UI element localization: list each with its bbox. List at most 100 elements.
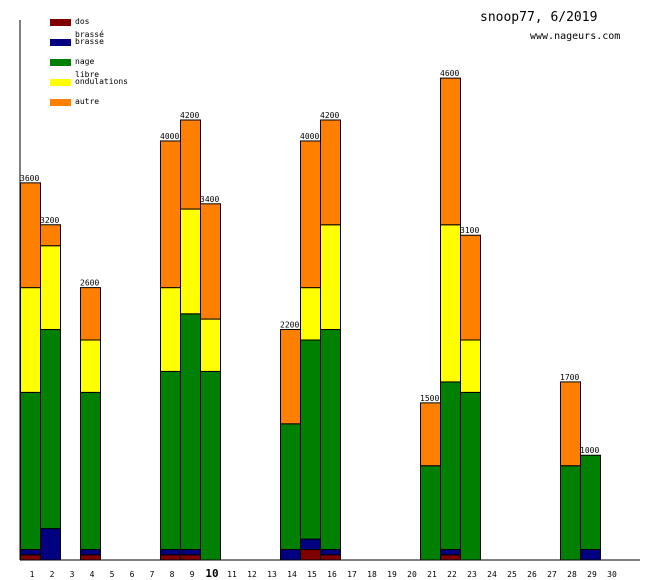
bar-segment-dos-brassé-day-16 <box>320 554 341 561</box>
x-tick-label-10: 10 <box>205 567 218 580</box>
bar-segment-nage-libre-day-10 <box>200 370 221 561</box>
x-tick-label-24: 24 <box>487 570 497 579</box>
legend-swatch <box>50 19 71 26</box>
bar-segment-autre-day-23 <box>460 234 481 341</box>
legend-swatch <box>50 59 71 66</box>
total-label-day-10: 3400 <box>200 195 219 204</box>
bar-segment-ondulations-day-1 <box>20 287 41 393</box>
x-tick-label-18: 18 <box>367 570 377 579</box>
bar-segment-brasse-day-1 <box>20 549 41 556</box>
bar-segment-nage-libre-day-23 <box>460 391 481 561</box>
total-label-day-1: 3600 <box>20 174 39 183</box>
x-tick-label-17: 17 <box>347 570 357 579</box>
x-tick-label-23: 23 <box>467 570 477 579</box>
x-tick-label-30: 30 <box>607 570 617 579</box>
bar-segment-autre-day-1 <box>20 182 41 289</box>
legend-label: brasse <box>75 37 104 46</box>
bar-segment-ondulations-day-16 <box>320 224 341 331</box>
x-tick-label-4: 4 <box>90 570 95 579</box>
x-tick-label-29: 29 <box>587 570 597 579</box>
bar-segment-dos-brassé-day-8 <box>160 554 181 561</box>
bar-segment-dos-brassé-day-1 <box>20 554 41 561</box>
total-label-day-9: 4200 <box>180 111 199 120</box>
bar-segment-autre-day-28 <box>560 381 581 467</box>
total-label-day-23: 3100 <box>460 226 479 235</box>
x-tick-label-12: 12 <box>247 570 257 579</box>
bar-segment-autre-day-16 <box>320 119 341 226</box>
total-label-day-22: 4600 <box>440 69 459 78</box>
bar-segment-brasse-day-14 <box>280 549 301 561</box>
x-tick-label-14: 14 <box>287 570 297 579</box>
bar-segment-ondulations-day-8 <box>160 287 181 372</box>
x-tick-label-9: 9 <box>190 570 195 579</box>
x-tick-label-13: 13 <box>267 570 277 579</box>
bar-segment-autre-day-4 <box>80 287 101 341</box>
x-tick-label-11: 11 <box>227 570 237 579</box>
x-tick-label-8: 8 <box>170 570 175 579</box>
bar-segment-nage-libre-day-22 <box>440 381 461 551</box>
chart-title: snoop77, 6/2019 <box>480 10 598 25</box>
x-tick-label-20: 20 <box>407 570 417 579</box>
legend-label: dos brassé <box>75 17 104 39</box>
bar-segment-brasse-day-2 <box>40 528 61 561</box>
bar-segment-dos-brassé-day-22 <box>440 554 461 561</box>
bar-segment-brasse-day-29 <box>580 549 601 561</box>
bar-segment-nage-libre-day-16 <box>320 329 341 551</box>
bar-segment-ondulations-day-22 <box>440 224 461 383</box>
legend-swatch <box>50 99 71 106</box>
x-tick-label-19: 19 <box>387 570 397 579</box>
bar-segment-brasse-day-9 <box>180 549 201 556</box>
bar-segment-autre-day-2 <box>40 224 61 247</box>
bar-segment-ondulations-day-10 <box>200 318 221 372</box>
bar-segment-ondulations-day-2 <box>40 245 61 331</box>
total-label-day-14: 2200 <box>280 321 299 330</box>
bar-segment-autre-day-9 <box>180 119 201 210</box>
x-tick-label-5: 5 <box>110 570 115 579</box>
bar-segment-brasse-day-22 <box>440 549 461 556</box>
bar-segment-autre-day-15 <box>300 140 321 289</box>
x-tick-label-28: 28 <box>567 570 577 579</box>
bar-segment-ondulations-day-23 <box>460 339 481 393</box>
x-tick-label-6: 6 <box>130 570 135 579</box>
bar-segment-nage-libre-day-1 <box>20 391 41 551</box>
bar-segment-nage-libre-day-15 <box>300 339 321 540</box>
bar-segment-nage-libre-day-4 <box>80 391 101 551</box>
x-tick-label-1: 1 <box>30 570 35 579</box>
x-tick-label-26: 26 <box>527 570 537 579</box>
x-tick-label-27: 27 <box>547 570 557 579</box>
bar-segment-nage-libre-day-28 <box>560 465 581 561</box>
bar-segment-ondulations-day-9 <box>180 208 201 315</box>
x-tick-label-22: 22 <box>447 570 457 579</box>
bar-segment-brasse-day-8 <box>160 549 181 556</box>
x-tick-label-25: 25 <box>507 570 517 579</box>
total-label-day-4: 2600 <box>80 279 99 288</box>
x-tick-label-15: 15 <box>307 570 317 579</box>
total-label-day-2: 3200 <box>40 216 59 225</box>
bar-segment-autre-day-14 <box>280 329 301 425</box>
bar-segment-ondulations-day-15 <box>300 287 321 341</box>
bar-segment-autre-day-21 <box>420 402 441 467</box>
bar-segment-nage-libre-day-29 <box>580 454 601 551</box>
total-label-day-15: 4000 <box>300 132 319 141</box>
site-url: www.nageurs.com <box>530 31 621 42</box>
total-label-day-21: 1500 <box>420 394 439 403</box>
legend-label: autre <box>75 97 100 106</box>
x-tick-label-21: 21 <box>427 570 437 579</box>
bar-segment-dos-brassé-day-4 <box>80 554 101 561</box>
bar-segment-brasse-day-16 <box>320 549 341 556</box>
x-tick-label-7: 7 <box>150 570 155 579</box>
bar-segment-dos-brassé-day-15 <box>300 549 321 561</box>
bar-segment-brasse-day-4 <box>80 549 101 556</box>
bar-segment-ondulations-day-4 <box>80 339 101 393</box>
bar-segment-nage-libre-day-9 <box>180 313 201 551</box>
x-tick-label-3: 3 <box>70 570 75 579</box>
legend-label: nage libre <box>75 57 100 79</box>
legend-swatch <box>50 79 71 86</box>
total-label-day-29: 1000 <box>580 446 599 455</box>
legend-swatch <box>50 39 71 46</box>
bar-segment-autre-day-22 <box>440 77 461 226</box>
legend-label: ondulations <box>75 77 128 86</box>
bar-segment-dos-brassé-day-9 <box>180 554 201 561</box>
